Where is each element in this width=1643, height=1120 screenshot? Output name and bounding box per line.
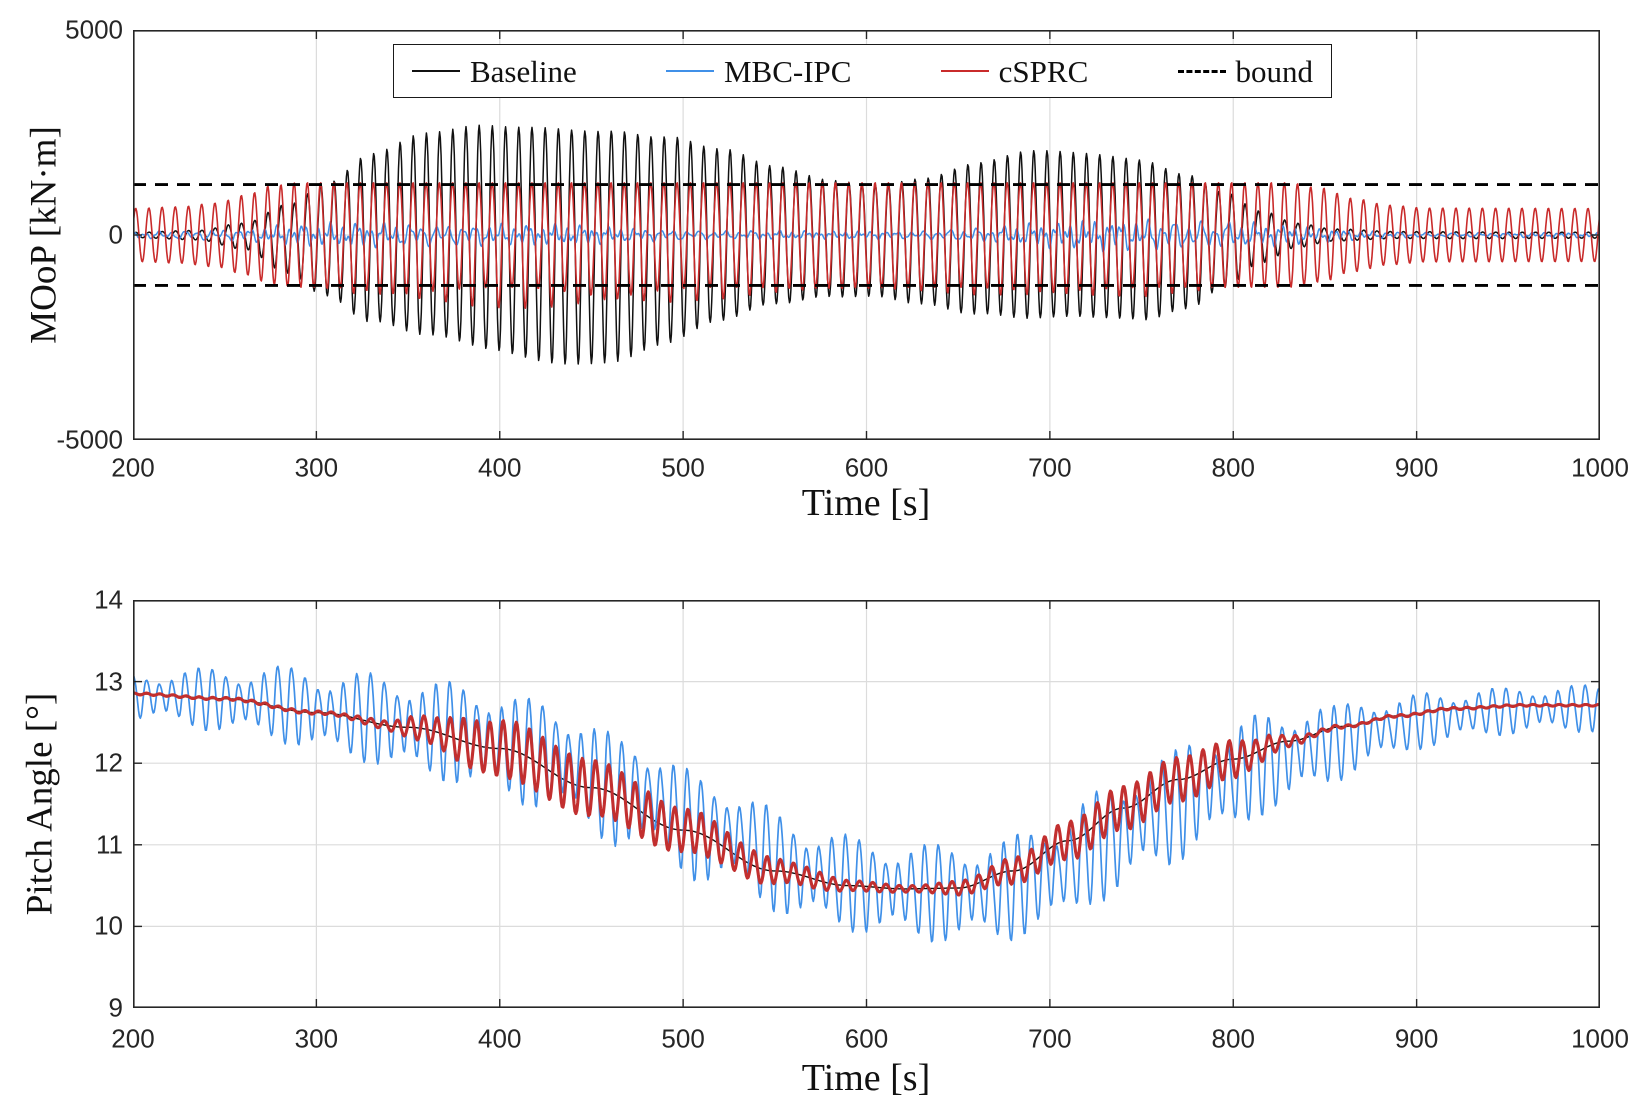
- legend-label: cSPRC: [998, 53, 1089, 89]
- moop-ylabel: MOoP [kN·m]: [23, 126, 65, 344]
- x-tick-label: 1000: [1571, 452, 1629, 483]
- pitch-xlabel: Time [s]: [801, 1057, 931, 1099]
- legend-line-sample: [412, 70, 460, 72]
- y-tick-label: 13: [94, 666, 123, 697]
- legend-item-baseline: Baseline: [412, 56, 577, 87]
- legend-item-csprc: cSPRC: [940, 53, 1089, 89]
- x-tick-label: 500: [661, 1023, 705, 1054]
- legend-box: Baseline MBC-IPC cSPRC bound: [393, 44, 1332, 98]
- x-tick-label: 300: [294, 1023, 339, 1054]
- y-tick-label: 10: [94, 910, 123, 941]
- x-tick-label: 900: [1394, 1023, 1439, 1054]
- x-tick-label: 200: [111, 1023, 155, 1054]
- x-tick-label: 900: [1394, 452, 1439, 483]
- y-tick-label: 5000: [65, 14, 123, 45]
- y-tick-label: 12: [94, 747, 123, 778]
- x-tick-label: 1000: [1571, 1023, 1629, 1054]
- legend-label: Baseline: [470, 53, 577, 89]
- x-tick-label: 500: [661, 452, 705, 483]
- series-csprc: [133, 691, 1600, 897]
- x-tick-label: 700: [1028, 1023, 1072, 1054]
- x-tick-label: 800: [1211, 452, 1255, 483]
- moop-plot-canvas: [133, 30, 1600, 440]
- pitch-plot-canvas: [133, 600, 1600, 1008]
- pitch-ylabel: Pitch Angle [°]: [19, 692, 61, 916]
- series-mbc-ipc: [133, 665, 1600, 943]
- x-tick-label: 200: [111, 452, 155, 483]
- y-tick-label: -5000: [56, 424, 124, 455]
- x-tick-label: 800: [1211, 1023, 1255, 1054]
- y-tick-label: 11: [96, 829, 123, 860]
- y-tick-label: 0: [108, 219, 123, 250]
- legend-item-bound: bound: [1177, 53, 1314, 89]
- legend-dashed-sample: [1177, 69, 1226, 73]
- x-tick-label: 600: [844, 1023, 889, 1054]
- x-tick-label: 700: [1028, 452, 1072, 483]
- series-csprc: [133, 182, 1600, 309]
- legend-label: MBC-IPC: [723, 53, 852, 89]
- x-tick-label: 300: [294, 452, 339, 483]
- legend-line-sample: [665, 70, 714, 72]
- legend-label: bound: [1235, 53, 1314, 89]
- y-tick-label: 9: [108, 992, 123, 1023]
- moop-xlabel: Time [s]: [801, 482, 931, 524]
- y-tick-label: 14: [94, 584, 123, 615]
- x-tick-label: 400: [478, 452, 522, 483]
- x-tick-label: 400: [478, 1023, 522, 1054]
- x-tick-label: 600: [844, 452, 889, 483]
- legend-line-sample: [940, 70, 989, 72]
- legend-item-mbc-ipc: MBC-IPC: [665, 53, 852, 89]
